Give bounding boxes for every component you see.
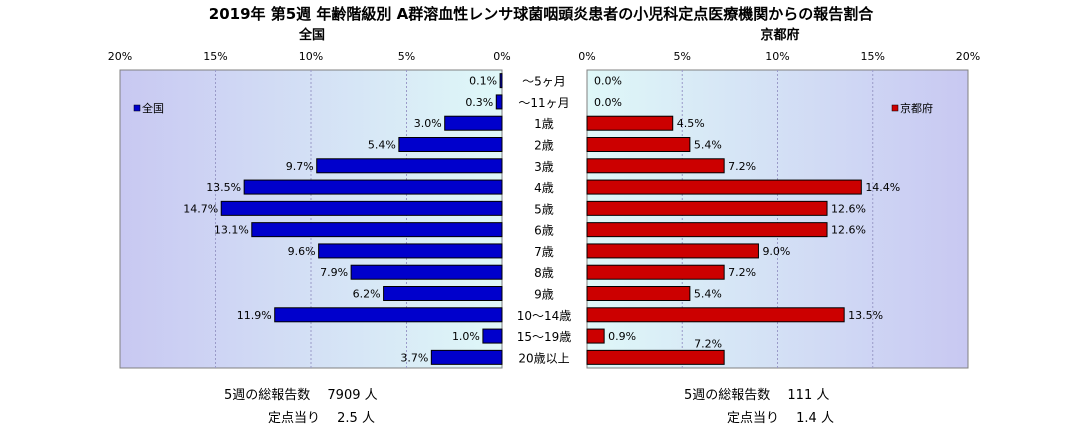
- age-category-label: 3歳: [534, 160, 554, 174]
- national-bar: [350, 264, 503, 280]
- national-data-label: 9.7%: [286, 160, 314, 173]
- kyoto-x-tick-label: 0%: [578, 50, 595, 63]
- national-x-tick-label: 10%: [299, 50, 323, 63]
- age-category-label: 7歳: [534, 245, 554, 259]
- chart-title: 2019年 第5週 年齢階級別 A群溶血性レンサ球菌咽頭炎患者の小児科定点医療機…: [209, 5, 874, 23]
- age-category-label: 5歳: [534, 202, 554, 216]
- age-category-label: 1歳: [534, 117, 554, 131]
- kyoto-bar: [586, 349, 725, 365]
- national-bar: [274, 307, 503, 323]
- kyoto-bar: [586, 286, 691, 301]
- national-bar: [398, 137, 503, 152]
- kyoto-legend-swatch: [891, 104, 899, 112]
- kyoto-data-label: 0.9%: [608, 330, 636, 343]
- age-category-label: 15～19歳: [517, 330, 572, 344]
- national-data-label: 14.7%: [183, 202, 218, 215]
- kyoto-data-label: 0.0%: [594, 96, 622, 109]
- kyoto-bar: [586, 200, 828, 216]
- national-per-site: 定点当り 2.5 人: [268, 411, 375, 426]
- kyoto-bar: [586, 179, 862, 195]
- national-panel-title: 全国: [298, 27, 325, 43]
- national-data-label: 0.3%: [465, 96, 493, 109]
- age-category-label: 6歳: [534, 224, 554, 238]
- kyoto-total-reports: 5週の総報告数 111 人: [684, 388, 830, 403]
- national-bar: [220, 200, 503, 216]
- kyoto-data-label: 7.2%: [694, 337, 722, 350]
- age-category-label: 20歳以上: [518, 351, 569, 365]
- age-category-label: 10～14歳: [517, 309, 572, 323]
- national-data-label: 0.1%: [469, 75, 497, 88]
- kyoto-data-label: 9.0%: [762, 245, 790, 258]
- national-data-label: 11.9%: [237, 309, 272, 322]
- national-data-label: 5.4%: [368, 139, 396, 152]
- kyoto-x-tick-label: 15%: [861, 50, 885, 63]
- kyoto-data-label: 4.5%: [677, 117, 705, 130]
- national-bar: [482, 328, 503, 344]
- national-bar: [251, 222, 503, 238]
- kyoto-bar: [586, 307, 845, 323]
- kyoto-data-label: 7.2%: [728, 160, 756, 173]
- national-bar: [318, 243, 503, 259]
- national-bar: [495, 94, 503, 110]
- kyoto-data-label: 7.2%: [728, 266, 756, 279]
- national-bar: [243, 179, 503, 195]
- kyoto-bar: [586, 243, 759, 259]
- kyoto-per-site: 定点当り 1.4 人: [727, 411, 834, 426]
- national-data-label: 6.2%: [353, 288, 381, 301]
- national-legend-label: 全国: [142, 101, 164, 115]
- age-category-label: 4歳: [534, 181, 554, 195]
- age-category-label: ～5ヶ月: [522, 75, 566, 89]
- kyoto-bar: [586, 158, 725, 174]
- national-data-label: 13.5%: [206, 181, 241, 194]
- national-data-label: 1.0%: [452, 330, 480, 343]
- national-data-label: 7.9%: [320, 266, 348, 279]
- national-bar: [444, 115, 503, 131]
- kyoto-bar: [586, 115, 674, 131]
- kyoto-bar: [586, 328, 605, 344]
- national-bar: [383, 286, 503, 301]
- kyoto-data-label: 0.0%: [594, 75, 622, 88]
- kyoto-bar: [586, 222, 828, 238]
- national-data-label: 9.6%: [288, 245, 316, 258]
- national-legend-swatch: [133, 104, 141, 112]
- kyoto-x-tick-label: 10%: [765, 50, 789, 63]
- age-category-label: 9歳: [534, 288, 554, 302]
- kyoto-data-label: 5.4%: [694, 139, 722, 152]
- kyoto-bar: [586, 264, 725, 280]
- national-data-label: 13.1%: [214, 224, 249, 237]
- kyoto-x-tick-label: 5%: [674, 50, 691, 63]
- national-bar: [499, 73, 503, 89]
- kyoto-x-tick-label: 20%: [956, 50, 980, 63]
- national-x-tick-label: 5%: [398, 50, 415, 63]
- kyoto-panel-title: 京都府: [760, 27, 799, 43]
- national-x-tick-label: 20%: [108, 50, 132, 63]
- national-x-tick-label: 0%: [493, 50, 510, 63]
- age-category-label: ～11ヶ月: [518, 96, 569, 110]
- national-bar: [430, 349, 503, 365]
- national-data-label: 3.7%: [400, 351, 428, 364]
- national-x-tick-label: 15%: [203, 50, 227, 63]
- kyoto-data-label: 12.6%: [831, 202, 866, 215]
- kyoto-bar: [586, 137, 691, 152]
- kyoto-data-label: 14.4%: [865, 181, 900, 194]
- national-total-reports: 5週の総報告数 7909 人: [224, 388, 378, 403]
- kyoto-data-label: 12.6%: [831, 224, 866, 237]
- kyoto-data-label: 13.5%: [848, 309, 883, 322]
- national-bar: [316, 158, 503, 174]
- age-category-label: 8歳: [534, 266, 554, 280]
- kyoto-legend-label: 京都府: [900, 101, 933, 115]
- national-data-label: 3.0%: [414, 117, 442, 130]
- kyoto-data-label: 5.4%: [694, 288, 722, 301]
- age-category-label: 2歳: [534, 139, 554, 153]
